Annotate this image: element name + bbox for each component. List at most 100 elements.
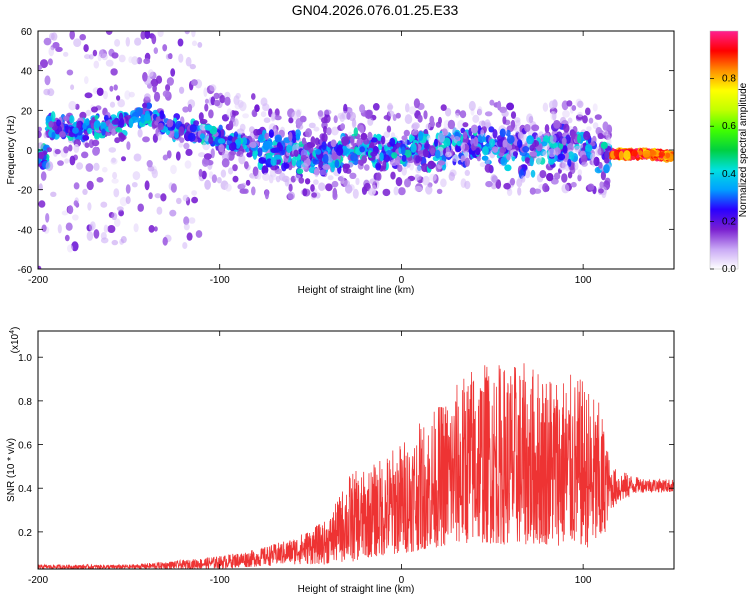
spectrogram-cell bbox=[415, 155, 421, 164]
spectrogram-cell bbox=[88, 19, 94, 27]
spectrogram-cell bbox=[69, 31, 75, 40]
spectrogram-cell bbox=[600, 141, 608, 149]
spectrogram-cell bbox=[110, 68, 118, 76]
spectrogram-cell bbox=[484, 163, 493, 173]
spectrogram-cell bbox=[235, 92, 241, 99]
spectrogram-cell bbox=[156, 206, 163, 215]
spectrogram-cell bbox=[401, 154, 407, 162]
spectrogram-cell bbox=[349, 135, 355, 146]
spectrogram-cell bbox=[288, 131, 293, 142]
spectrogram-cell bbox=[65, 222, 73, 231]
spectrogram-cell bbox=[239, 123, 246, 132]
spectrogram-cell bbox=[64, 234, 70, 242]
spectrogram-cell bbox=[113, 84, 118, 91]
spectrogram-cell bbox=[138, 11, 144, 20]
colorbar-tick-label: 0.6 bbox=[722, 121, 736, 132]
spectrogram-cell bbox=[565, 134, 571, 144]
spectrogram-cell bbox=[577, 169, 583, 176]
spectrogram-cell bbox=[148, 69, 154, 77]
spectrogram-cell bbox=[100, 122, 107, 132]
spectrogram-cell bbox=[125, 184, 131, 194]
spectrogram-cell bbox=[355, 177, 360, 186]
spectrogram-cell bbox=[111, 212, 118, 221]
spectrogram-cell bbox=[484, 111, 493, 117]
spectrogram-cell bbox=[305, 178, 311, 185]
spectrogram-cell bbox=[386, 125, 392, 133]
spectrogram-cell bbox=[305, 128, 312, 138]
spectrogram-cell bbox=[38, 157, 41, 164]
spectrogram-cell bbox=[143, 58, 151, 65]
spectrogram-cell bbox=[556, 131, 563, 139]
spectrogram-cell bbox=[84, 92, 93, 99]
spectrogram-cell bbox=[70, 84, 75, 90]
spectrogram-cell bbox=[108, 147, 117, 153]
spectrogram-cell bbox=[529, 157, 534, 167]
spectrogram-cell bbox=[422, 176, 430, 186]
spectrogram-cell bbox=[367, 131, 373, 141]
snr-y-tick-label: 0.2 bbox=[18, 528, 32, 539]
spectrogram-cell bbox=[219, 95, 226, 104]
spectrogram-cell bbox=[392, 114, 397, 121]
spectrogram-cell bbox=[542, 183, 549, 193]
spectrogram-cell bbox=[529, 151, 538, 157]
colorbar-gradient bbox=[710, 31, 738, 269]
spectrogram-cell bbox=[489, 99, 495, 106]
colorbar-frame bbox=[709, 30, 739, 270]
spectrogram-cell bbox=[577, 111, 583, 118]
spectrogram-cell bbox=[283, 163, 290, 169]
spectrogram-cell bbox=[144, 113, 151, 122]
spectrogram-cell bbox=[350, 153, 358, 162]
spectrogram-cell bbox=[606, 137, 612, 148]
spectrogram-cell bbox=[530, 169, 536, 178]
spectrogram-cell bbox=[475, 147, 481, 156]
spectrogram-cell bbox=[455, 112, 460, 118]
spectrogram-cell bbox=[114, 39, 121, 47]
snr-x-tick-label: 100 bbox=[575, 575, 592, 586]
spectrogram-cell bbox=[84, 142, 90, 148]
spectrogram-cell bbox=[115, 127, 123, 133]
spectrogram-cell bbox=[503, 182, 511, 190]
spectrogram-cell bbox=[600, 170, 607, 181]
spectrogram-cell bbox=[114, 137, 121, 144]
spectrogram-cell bbox=[184, 160, 192, 169]
spectrogram-cell bbox=[41, 224, 47, 232]
spectrogram-cell bbox=[101, 53, 108, 61]
spectrogram-cell bbox=[331, 126, 339, 136]
spectrogram-cell bbox=[547, 148, 556, 158]
spectrogram-cell bbox=[415, 165, 422, 174]
spectrogram-cell bbox=[561, 173, 568, 183]
spectrogram-cell bbox=[565, 165, 570, 172]
spectrogram-cell bbox=[464, 169, 470, 176]
spectrogram-cell bbox=[436, 188, 443, 194]
spectrogram-cell bbox=[642, 150, 651, 158]
spectrogram-cell bbox=[388, 110, 395, 117]
spectrogram-cell bbox=[492, 146, 499, 153]
spectrogram-cell bbox=[68, 15, 75, 23]
spectrogram-cell bbox=[257, 147, 263, 158]
spectrogram-cell bbox=[345, 184, 353, 194]
spectrogram-cell bbox=[102, 90, 108, 100]
spectrogram-cell bbox=[323, 125, 328, 134]
snr-series-line bbox=[38, 363, 674, 569]
spectrogram-cell bbox=[313, 167, 320, 176]
spectrogram-cell bbox=[334, 159, 340, 168]
spectrogram-cell bbox=[43, 37, 52, 46]
spectrogram-y-tick-label: 0 bbox=[26, 146, 32, 157]
spectrogram-cell bbox=[153, 226, 158, 232]
spectrogram-cell bbox=[506, 153, 511, 161]
spectrogram-cell bbox=[393, 186, 399, 196]
spectrogram-cell bbox=[178, 142, 183, 148]
spectrogram-cell bbox=[318, 160, 324, 169]
spectrogram-cell bbox=[582, 115, 588, 124]
spectrogram-cell bbox=[183, 216, 190, 226]
spectrogram-cell bbox=[313, 126, 320, 132]
snr-x-ticks: -200 -100 0 100 bbox=[28, 331, 592, 586]
spectrogram-cell bbox=[170, 164, 177, 175]
spectrogram-cell bbox=[413, 98, 420, 109]
spectrogram-cell bbox=[299, 115, 307, 123]
spectrogram-cell bbox=[479, 162, 487, 168]
spectrogram-cell bbox=[63, 115, 70, 122]
spectrogram-cell bbox=[131, 56, 139, 65]
spectrogram-cell bbox=[85, 118, 90, 126]
spectrogram-cell bbox=[107, 225, 116, 233]
